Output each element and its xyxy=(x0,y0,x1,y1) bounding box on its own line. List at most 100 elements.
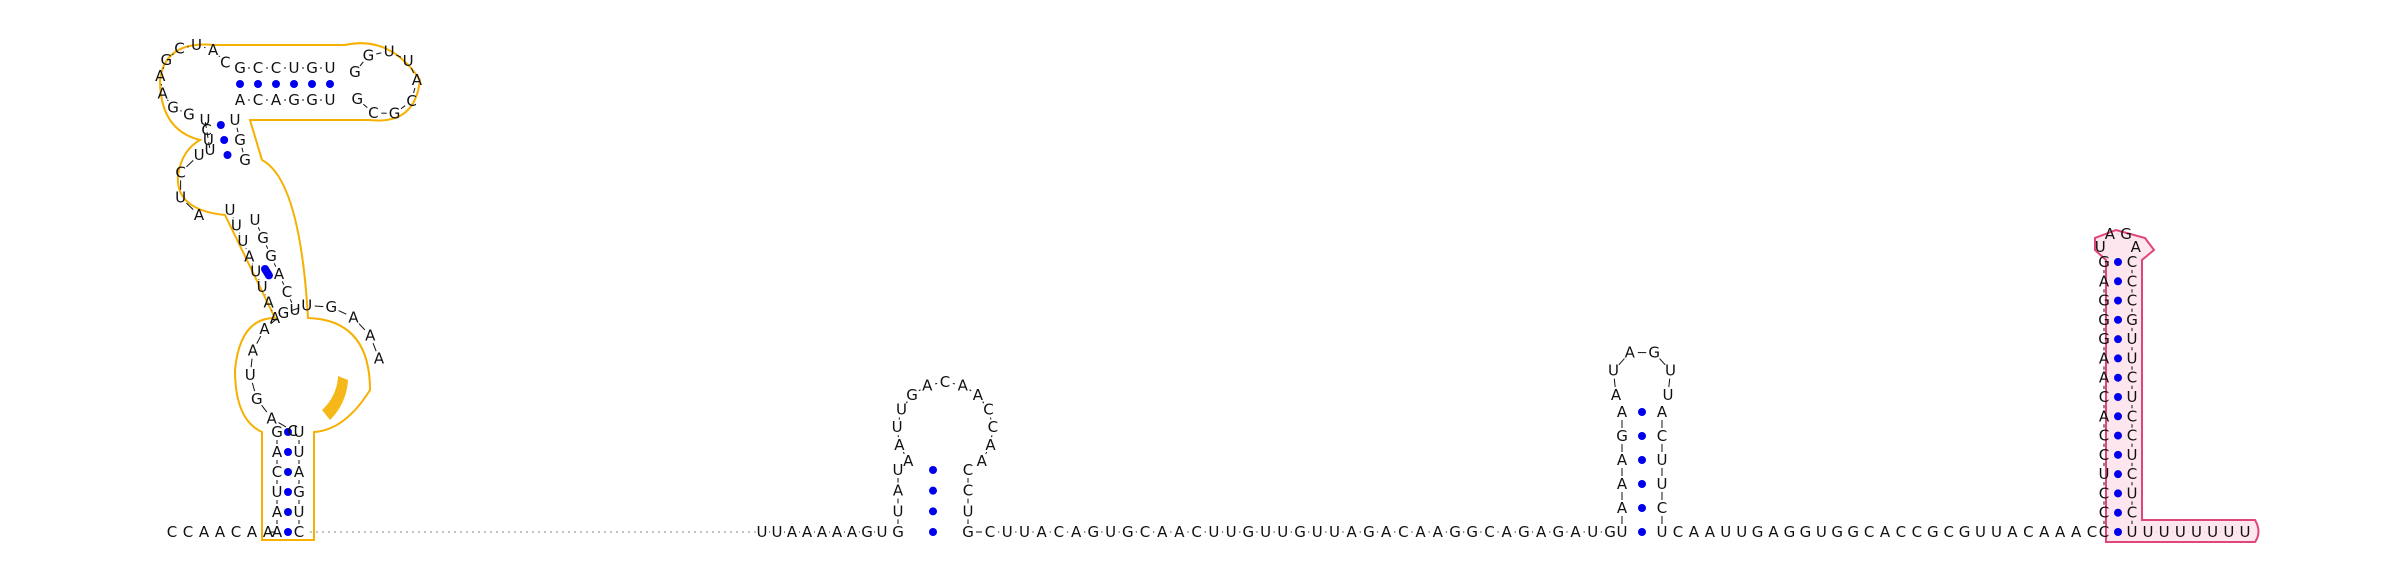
stem-nucleotide: U xyxy=(200,111,211,129)
backbone-nucleotide: A xyxy=(1157,523,1168,541)
loop-nucleotide: A xyxy=(208,41,219,59)
stem-nucleotide: U xyxy=(1657,523,1668,541)
tail-nucleotide: U xyxy=(2240,523,2251,541)
tail-nucleotide: U xyxy=(2143,523,2154,541)
stem-nucleotide: C xyxy=(253,59,263,77)
backbone-nucleotide: U xyxy=(1329,523,1340,541)
stem-nucleotide: U xyxy=(893,461,904,479)
stem-nucleotide: C xyxy=(282,283,292,301)
backbone-segment xyxy=(898,417,901,420)
backbone-segment xyxy=(396,54,402,58)
backbone-nucleotide: G xyxy=(1847,523,1859,541)
stem-nucleotide: G xyxy=(2098,330,2110,348)
stem-nucleotide: U xyxy=(250,263,261,281)
backbone-nucleotide: G xyxy=(1784,523,1796,541)
stem-nucleotide: U xyxy=(2099,465,2110,483)
backbone-nucleotide: A xyxy=(2039,523,2050,541)
backbone-segment xyxy=(206,132,209,138)
stem-nucleotide: C xyxy=(2099,427,2109,445)
base-pair-dot xyxy=(220,136,229,144)
loop-nucleotide: U xyxy=(2095,238,2106,256)
loop-nucleotide: A xyxy=(973,386,984,404)
stem-nucleotide: G xyxy=(293,483,305,501)
stem-nucleotide: A xyxy=(294,463,305,481)
base-pair-dot xyxy=(290,80,298,88)
backbone-nucleotide: U xyxy=(1260,523,1271,541)
stem-nucleotide: G xyxy=(271,423,283,441)
backbone-nucleotide: G xyxy=(1752,523,1764,541)
base-pair-dot xyxy=(1638,528,1646,536)
stem-nucleotide: A xyxy=(2099,369,2110,387)
base-pair-dot xyxy=(284,528,292,536)
stem-nucleotide: U xyxy=(1657,451,1668,469)
tail-nucleotide: U xyxy=(2223,523,2234,541)
stem-nucleotide: C xyxy=(2127,369,2137,387)
backbone-segment xyxy=(218,55,221,58)
stem-nucleotide: C xyxy=(2127,407,2137,425)
backbone-segment xyxy=(400,105,406,110)
backbone-segment xyxy=(1668,378,1671,388)
base-pair-dot xyxy=(929,507,937,516)
backbone-nucleotide: A xyxy=(247,523,258,541)
base-pair-dot xyxy=(1638,504,1646,512)
backbone-nucleotide: A xyxy=(199,523,210,541)
loop-nucleotide: A xyxy=(894,436,905,454)
backbone-segment xyxy=(372,343,377,352)
loop-nucleotide: C xyxy=(940,373,950,391)
backbone-nucleotide: A xyxy=(1174,523,1185,541)
base-pair-dot xyxy=(2114,354,2122,363)
loop-nucleotide: G xyxy=(1648,344,1660,362)
loop-nucleotide: U xyxy=(194,146,205,164)
backbone-segment xyxy=(969,389,972,392)
backbone-segment xyxy=(241,147,244,153)
backbone-nucleotide: A xyxy=(2055,523,2066,541)
tail-nucleotide: U xyxy=(2159,523,2170,541)
loop-nucleotide: G xyxy=(161,51,173,69)
base-pair-dot xyxy=(2114,296,2122,305)
backbone-segment xyxy=(290,307,300,312)
backbone-segment xyxy=(257,227,261,231)
base-pair-dot xyxy=(2114,393,2122,401)
stem-nucleotide: G xyxy=(239,151,251,169)
backbone-nucleotide: U xyxy=(1587,523,1598,541)
base-pair-dot xyxy=(1638,480,1646,488)
stem-nucleotide: U xyxy=(237,232,248,250)
stem-nucleotide: C xyxy=(2127,504,2137,522)
backbone-nucleotide: C xyxy=(1943,523,1953,541)
backbone-nucleotide: C xyxy=(1864,523,1874,541)
stem-nucleotide: G xyxy=(234,59,246,77)
loop-nucleotide: U xyxy=(403,52,414,70)
stem-nucleotide: A xyxy=(893,482,904,500)
backbone-segment xyxy=(985,451,988,455)
backbone-nucleotide: C xyxy=(167,523,177,541)
stem-nucleotide: U xyxy=(325,59,336,77)
base-pair-dot xyxy=(2114,412,2122,421)
loop-nucleotide: A xyxy=(194,206,205,224)
stem-nucleotide: U xyxy=(294,503,305,521)
stem-nucleotide: G xyxy=(257,229,269,247)
stem-nucleotide: A xyxy=(271,91,282,109)
backbone-segment xyxy=(413,87,416,94)
stem-nucleotide: A xyxy=(2099,349,2110,367)
stem-nucleotide: U xyxy=(294,423,305,441)
stem-nucleotide: A xyxy=(2099,272,2110,290)
tail-nucleotide: U xyxy=(2175,523,2186,541)
backbone-nucleotide: C xyxy=(2023,523,2033,541)
stem-nucleotide: C xyxy=(1657,427,1667,445)
stem-nucleotide: A xyxy=(244,247,255,265)
backbone-nucleotide: C xyxy=(2087,523,2097,541)
loop-nucleotide: U xyxy=(1608,362,1619,380)
base-pair-dot xyxy=(254,80,262,88)
loop-nucleotide: C xyxy=(406,92,416,110)
loop-nucleotide: C xyxy=(288,422,298,440)
backbone-lines xyxy=(160,46,2237,533)
base-pair-dot xyxy=(2114,431,2122,440)
stem-nucleotide: G xyxy=(234,131,246,149)
backbone-nucleotide: A xyxy=(1381,523,1392,541)
base-pair-dot xyxy=(1638,432,1646,440)
backbone-nucleotide: C xyxy=(1140,523,1150,541)
backbone-nucleotide: C xyxy=(183,523,193,541)
backbone-nucleotide: A xyxy=(817,523,828,541)
loop-nucleotide: G xyxy=(167,98,179,116)
